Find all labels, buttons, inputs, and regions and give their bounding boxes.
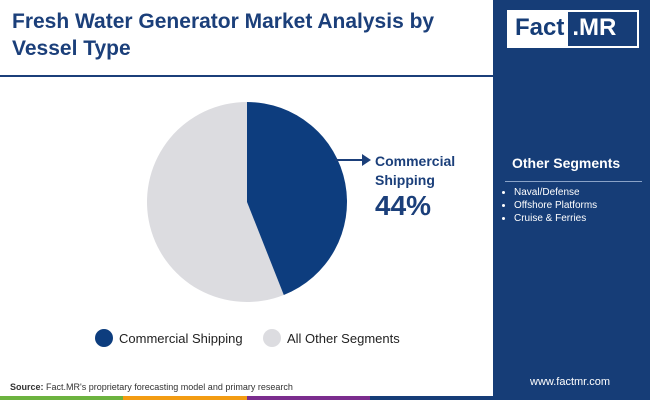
other-item: Naval/Defense [514,186,597,199]
legend-item: Commercial Shipping [95,329,243,347]
legend-item: All Other Segments [263,329,400,347]
title-rule [0,75,493,77]
other-item: Cruise & Ferries [514,212,597,225]
other-title: Other Segments [512,155,621,171]
stripe [0,396,493,400]
legend-swatch [263,329,281,347]
chart [147,102,371,302]
logo: Fact .MR [507,10,639,48]
pie-slice [247,102,348,295]
other-rule [505,181,642,182]
url: www.factmr.com [530,376,611,388]
side-panel [493,0,650,400]
legend-label: Commercial Shipping [119,330,243,346]
source-text: Fact.MR's proprietary forecasting model … [46,382,293,392]
source: Source: Fact.MR's proprietary forecastin… [10,382,293,392]
callout-value: 44% [375,190,432,221]
other-list: Naval/Defense Offshore Platforms Cruise … [500,186,597,225]
logo-right: .MR [572,14,617,41]
callout-arrow [362,154,371,166]
pie-slice [147,102,284,302]
source-label: Source: [10,382,44,392]
legend-label: All Other Segments [287,330,400,346]
legend-swatch [95,329,113,347]
callout-label: Commercial Shipping [375,153,456,188]
other-item: Offshore Platforms [514,199,597,212]
logo-left: Fact [509,12,569,46]
title: Fresh Water Generator Market Analysis by… [12,10,435,60]
